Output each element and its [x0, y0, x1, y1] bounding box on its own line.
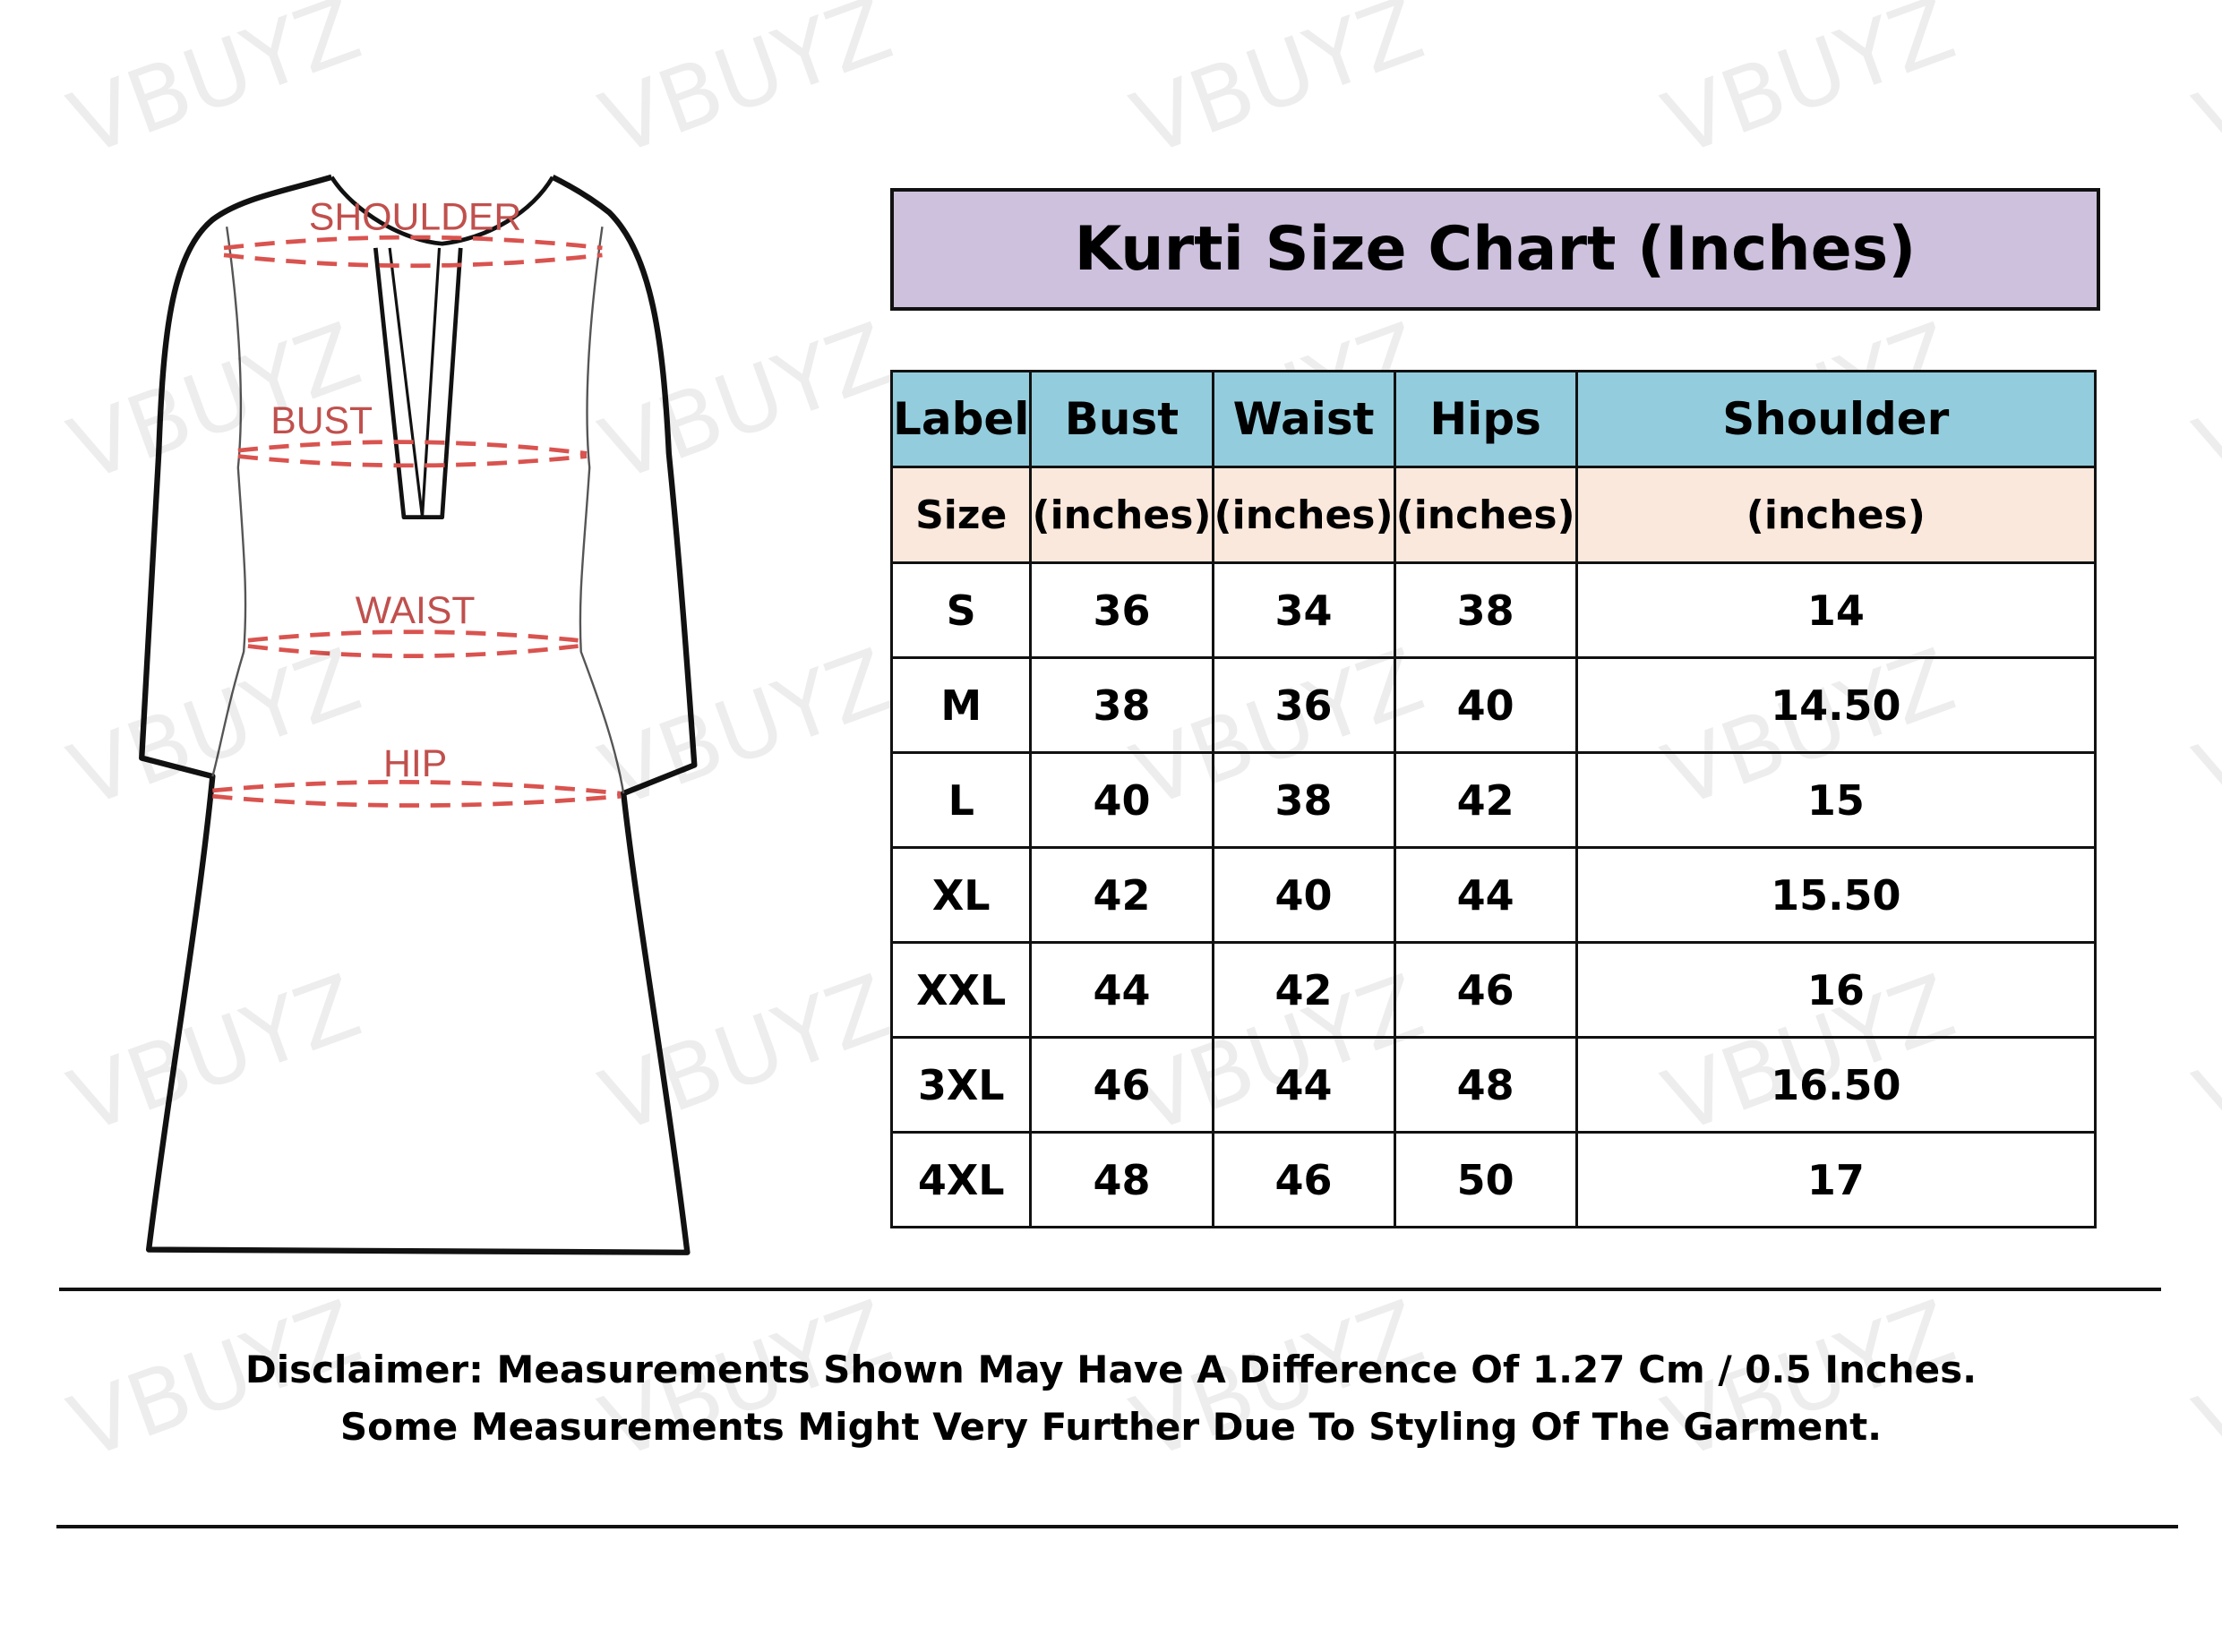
value-cell: 48 — [1393, 1036, 1578, 1134]
table-row: S 36 34 38 14 — [889, 561, 2098, 659]
kurti-outline — [139, 174, 698, 1255]
sub-unit: (inches) — [1393, 466, 1578, 564]
table-row: 4XL 48 46 50 17 — [889, 1131, 2098, 1228]
watermark-text: VBUYZ — [57, 304, 373, 501]
value-cell: 36 — [1211, 656, 1396, 754]
watermark-text: VBUYZ — [1120, 0, 1436, 176]
table-row: 3XL 46 44 48 16.50 — [889, 1036, 2098, 1134]
value-cell: 17 — [1574, 1131, 2098, 1228]
value-cell: 38 — [1029, 656, 1214, 754]
value-cell: 40 — [1029, 751, 1214, 849]
table-row: M 38 36 40 14.50 — [889, 656, 2098, 754]
label-shoulder: SHOULDER — [309, 195, 521, 238]
disclaimer-line-1: Disclaimer: Measurements Shown May Have … — [245, 1348, 1977, 1391]
value-cell: 42 — [1393, 751, 1578, 849]
watermark-text: VBUYZ — [589, 0, 905, 176]
size-cell: 4XL — [889, 1131, 1033, 1228]
value-cell: 16 — [1574, 941, 2098, 1039]
watermark-text: VBUYZ — [2183, 629, 2222, 827]
label-waist: WAIST — [356, 589, 476, 632]
label-hip: HIP — [383, 742, 447, 785]
measure-lines — [212, 235, 622, 808]
watermark-text: VBUYZ — [589, 629, 905, 827]
watermark-text: VBUYZ — [2183, 955, 2222, 1153]
watermark-text: VBUYZ — [57, 0, 373, 176]
col-label: Label — [889, 370, 1033, 468]
table-row: XL 42 40 44 15.50 — [889, 846, 2098, 944]
value-cell: 38 — [1211, 751, 1396, 849]
chart-title: Kurti Size Chart (Inches) — [890, 188, 2100, 311]
value-cell: 40 — [1211, 846, 1396, 944]
sub-unit: (inches) — [1029, 466, 1214, 564]
value-cell: 42 — [1211, 941, 1396, 1039]
size-cell: M — [889, 656, 1033, 754]
value-cell: 38 — [1393, 561, 1578, 659]
size-cell: 3XL — [889, 1036, 1033, 1134]
sub-size: Size — [889, 466, 1033, 564]
size-table: Label Bust Waist Hips Shoulder Size (inc… — [889, 370, 2098, 1228]
header-row: Label Bust Waist Hips Shoulder — [889, 370, 2098, 468]
subheader-row: Size (inches) (inches) (inches) (inches) — [889, 466, 2098, 564]
value-cell: 46 — [1029, 1036, 1214, 1134]
watermark-text: VBUYZ — [1651, 0, 1967, 176]
watermark-text: VBUYZ — [589, 955, 905, 1153]
disclaimer-line-2: Some Measurements Might Very Further Due… — [339, 1405, 1883, 1449]
value-cell: 50 — [1393, 1131, 1578, 1228]
size-cell: S — [889, 561, 1033, 659]
value-cell: 44 — [1211, 1036, 1396, 1134]
watermark-text: VBUYZ — [2183, 304, 2222, 501]
label-bust: BUST — [270, 399, 373, 442]
col-bust: Bust — [1029, 370, 1214, 468]
watermark-text: VBUYZ — [589, 304, 905, 501]
value-cell: 46 — [1393, 941, 1578, 1039]
value-cell: 48 — [1029, 1131, 1214, 1228]
table-row: XXL 44 42 46 16 — [889, 941, 2098, 1039]
measure-labels: SHOULDER BUST WAIST HIP — [270, 195, 521, 785]
watermark-text: VBUYZ — [57, 955, 373, 1153]
value-cell: 15.50 — [1574, 846, 2098, 944]
size-cell: L — [889, 751, 1033, 849]
value-cell: 36 — [1029, 561, 1214, 659]
divider-top — [59, 1288, 2161, 1291]
value-cell: 42 — [1029, 846, 1214, 944]
col-hips: Hips — [1393, 370, 1578, 468]
col-waist: Waist — [1211, 370, 1396, 468]
value-cell: 14.50 — [1574, 656, 2098, 754]
value-cell: 16.50 — [1574, 1036, 2098, 1134]
value-cell: 40 — [1393, 656, 1578, 754]
value-cell: 15 — [1574, 751, 2098, 849]
divider-bottom — [56, 1525, 2178, 1528]
sub-unit: (inches) — [1211, 466, 1396, 564]
watermark-text: VBUYZ — [2183, 0, 2222, 176]
value-cell: 44 — [1393, 846, 1578, 944]
table-row: L 40 38 42 15 — [889, 751, 2098, 849]
value-cell: 44 — [1029, 941, 1214, 1039]
size-cell: XXL — [889, 941, 1033, 1039]
col-shoulder: Shoulder — [1574, 370, 2098, 468]
size-cell: XL — [889, 846, 1033, 944]
value-cell: 14 — [1574, 561, 2098, 659]
value-cell: 46 — [1211, 1131, 1396, 1228]
sub-unit: (inches) — [1574, 466, 2098, 564]
value-cell: 34 — [1211, 561, 1396, 659]
